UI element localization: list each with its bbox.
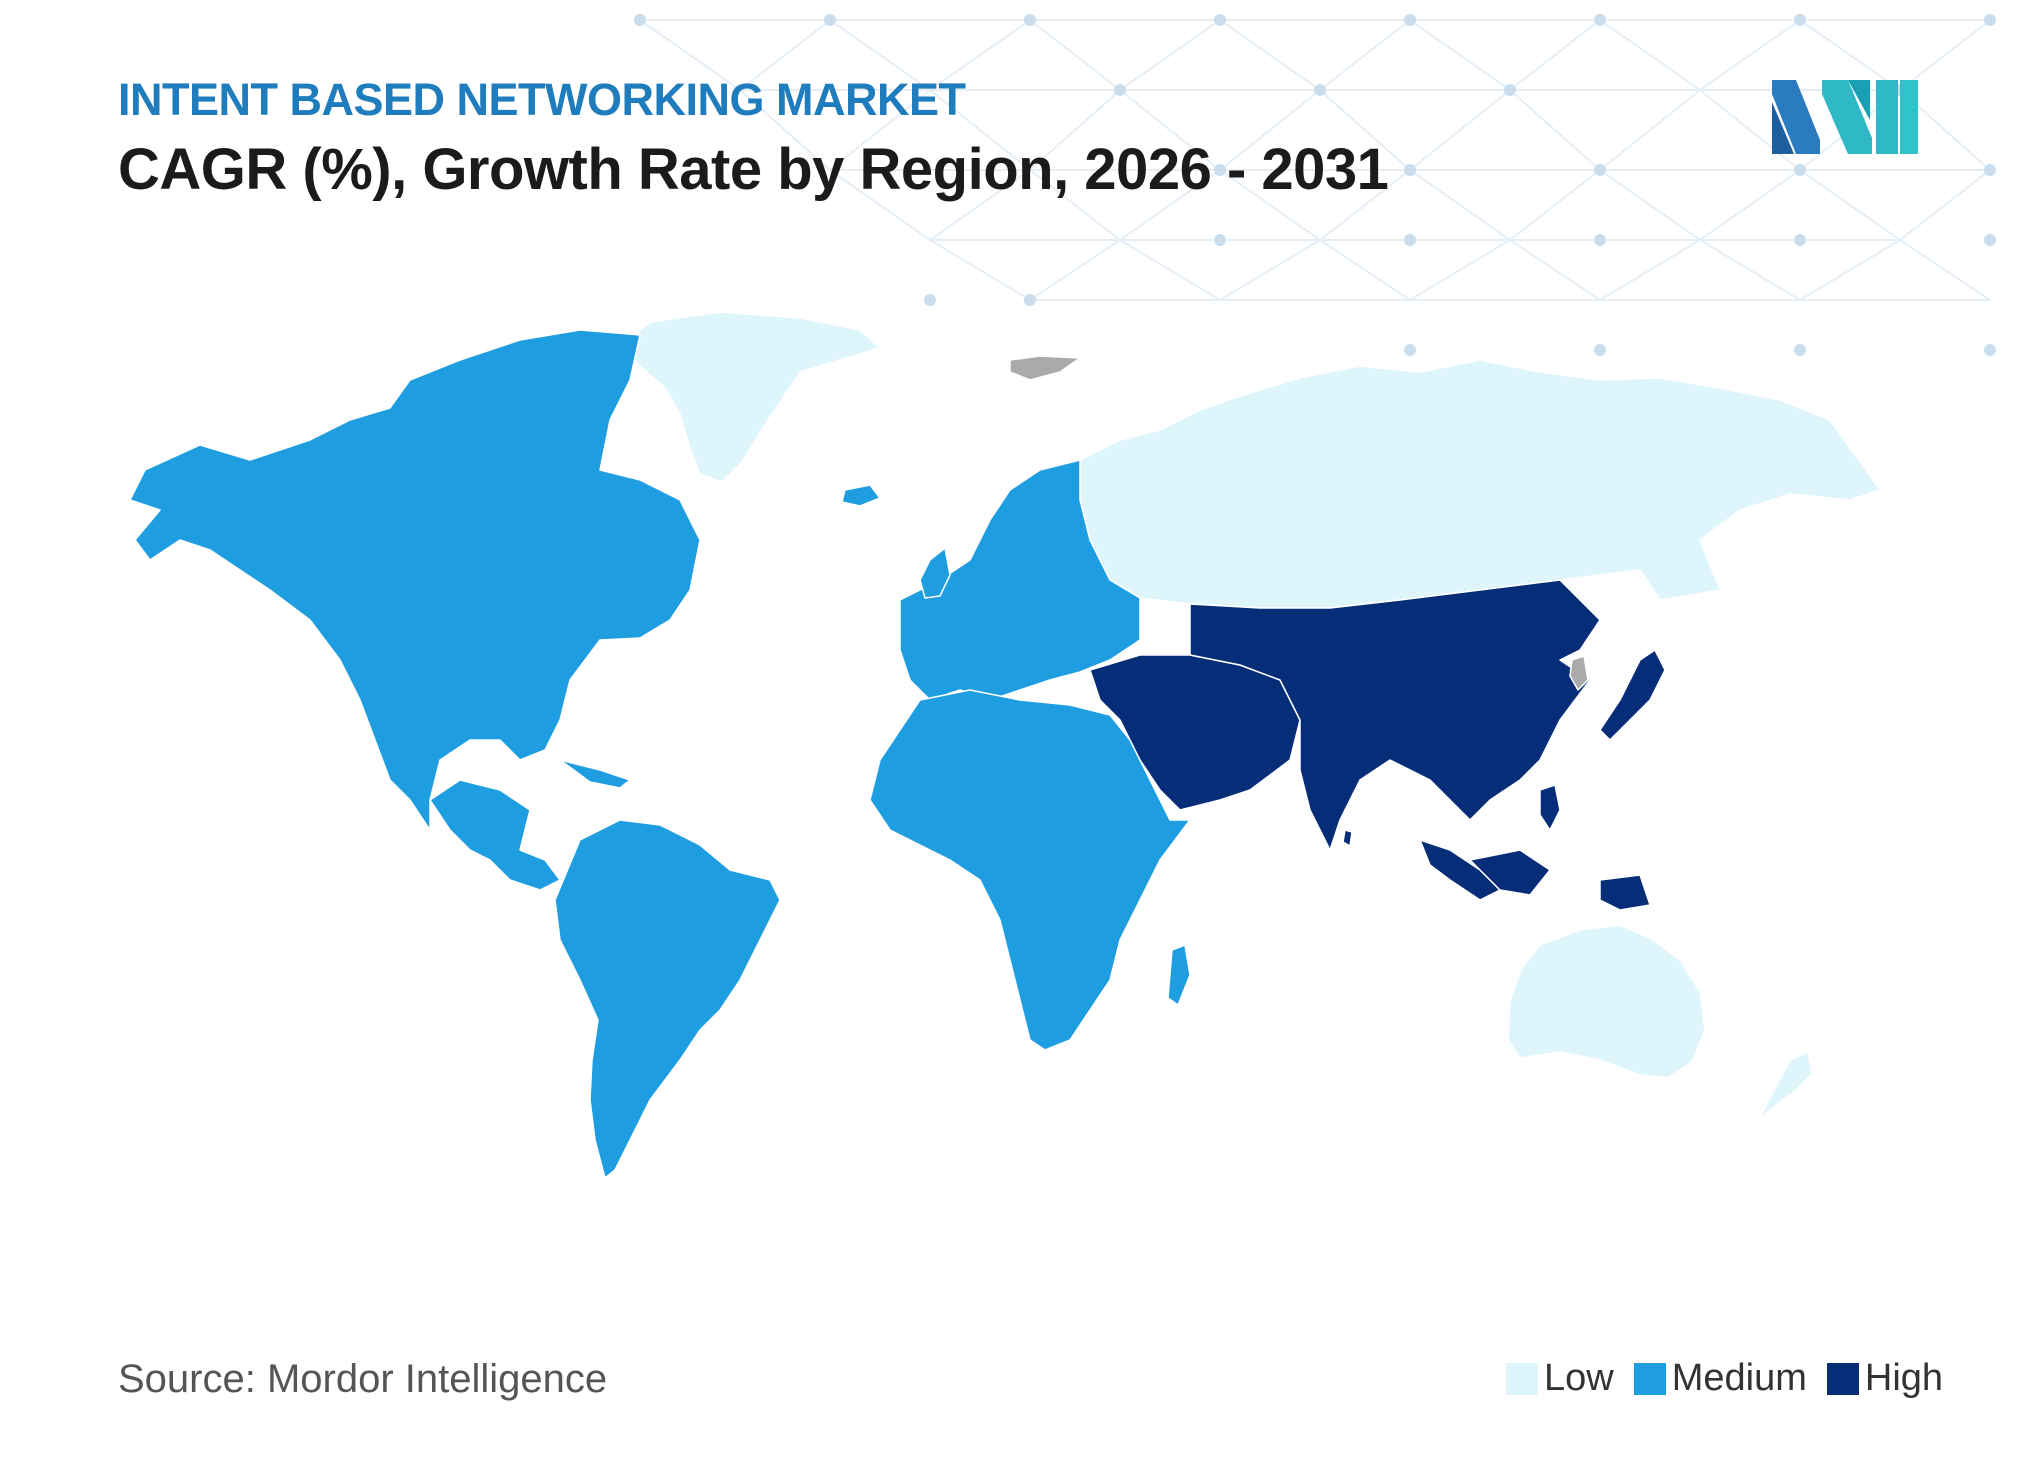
mordor-intelligence-logo	[1772, 80, 1918, 154]
legend-swatch-low	[1506, 1362, 1538, 1395]
region-southeast-asia	[1419, 839, 1501, 901]
region-iceland	[841, 484, 881, 507]
region-japan	[1599, 649, 1666, 741]
region-korea	[1569, 655, 1589, 691]
source-note: Source: Mordor Intelligence	[118, 1357, 608, 1401]
chart-title: CAGR (%), Growth Rate by Region, 2026 - …	[118, 137, 1389, 202]
region-new-zealand	[1759, 1051, 1813, 1119]
legend-label-medium: Medium	[1671, 1357, 1807, 1399]
region-svalbard	[1009, 355, 1081, 381]
legend-swatch-medium	[1633, 1362, 1666, 1395]
region-africa	[869, 689, 1191, 1051]
legend-swatch-high	[1826, 1362, 1859, 1395]
legend-item-low: Low	[1506, 1357, 1614, 1400]
region-uk	[919, 547, 951, 599]
legend-item-high: High	[1826, 1357, 1944, 1400]
region-asia-pacific	[1189, 579, 1601, 851]
header: INTENT BASED NETWORKING MARKET CAGR (%),…	[118, 70, 1389, 210]
region-central-america	[429, 779, 561, 891]
region-papua	[1599, 874, 1651, 911]
region-madagascar	[1167, 944, 1191, 1006]
map-legend: Low Medium High	[1486, 1357, 1943, 1400]
legend-item-medium: Medium	[1633, 1357, 1807, 1400]
legend-label-high: High	[1864, 1357, 1944, 1399]
report-subtitle: INTENT BASED NETWORKING MARKET	[118, 74, 966, 125]
region-philippines	[1539, 784, 1561, 831]
region-russia	[1079, 359, 1881, 609]
legend-label-low: Low	[1544, 1357, 1614, 1399]
region-sri-lanka	[1342, 829, 1353, 847]
region-australia	[1507, 924, 1706, 1079]
region-caribbean	[559, 759, 631, 789]
region-indonesia	[1469, 849, 1551, 896]
region-greenland	[621, 311, 881, 483]
region-south-america	[554, 819, 781, 1179]
region-north-america	[129, 329, 701, 831]
